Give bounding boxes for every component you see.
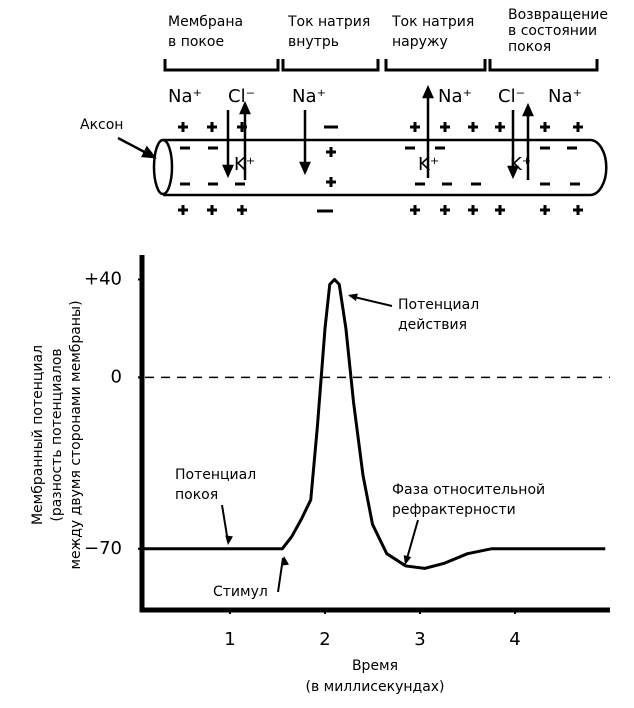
x-tick-label: 1 — [224, 629, 235, 650]
line — [139, 277, 606, 570]
axes — [139, 255, 610, 613]
brackets — [163, 59, 599, 72]
plus-sign — [495, 205, 505, 215]
plus-sign — [540, 122, 550, 132]
plus-sign — [178, 205, 188, 215]
x-axis-label: (в миллисекундах) — [305, 679, 444, 695]
arrow-head — [403, 555, 412, 565]
annotation: Потенциал — [175, 467, 256, 483]
arrow-head — [239, 100, 251, 115]
annotation: Стимул — [213, 584, 268, 600]
plus-sign — [540, 205, 550, 215]
plus-sign — [326, 147, 336, 157]
column-header: Ток натрия — [287, 14, 370, 30]
charge-signs — [178, 122, 583, 215]
axon-diagram — [117, 59, 608, 197]
annotation: Фаза относительной — [392, 482, 545, 498]
column-header: наружу — [392, 34, 448, 50]
plus-sign — [178, 122, 188, 132]
ion-label: K⁺ — [234, 154, 255, 175]
plus-sign — [468, 122, 478, 132]
plus-sign — [573, 122, 583, 132]
column-header: покоя — [508, 39, 551, 55]
plus-sign — [440, 205, 450, 215]
y-tick-label: +40 — [84, 268, 122, 289]
x-tick-label: 2 — [319, 629, 330, 650]
arrow-head — [225, 535, 233, 545]
x-axis-label: Время — [352, 658, 398, 674]
y-tick-label: 0 — [111, 366, 122, 387]
arrow-head — [141, 145, 157, 159]
annotation-pointer — [405, 519, 419, 563]
arrow-head — [422, 84, 434, 99]
x-tick-label: 4 — [509, 629, 520, 650]
annotation-pointer — [349, 295, 393, 307]
annotation: действия — [398, 317, 467, 333]
column-header: в покое — [168, 34, 224, 50]
plus-sign — [495, 122, 505, 132]
column-header: внутрь — [288, 34, 339, 50]
y-axis-label-line: (разность потенциалов — [49, 348, 65, 521]
axon-body — [163, 138, 608, 197]
ion-label: Cl⁻ — [498, 86, 525, 107]
annotation: рефрактерности — [392, 502, 516, 518]
y-tick-label: −70 — [84, 538, 122, 559]
arrow-head — [281, 556, 289, 566]
ion-label: Na⁺ — [548, 86, 582, 107]
arrow-head — [299, 161, 311, 176]
ion-arrows — [222, 84, 534, 180]
ion-label: Na⁺ — [292, 86, 326, 107]
annotation: покоя — [175, 487, 218, 503]
y-axis-label-line: между двумя сторонами мембраны) — [68, 300, 84, 569]
arrow-head — [222, 164, 234, 179]
plus-sign — [207, 122, 217, 132]
plus-sign — [573, 205, 583, 215]
column-header: Возвращение — [508, 7, 608, 23]
column-header: в состоянии — [508, 23, 597, 39]
plus-sign — [326, 177, 336, 187]
plus-sign — [207, 205, 217, 215]
axon-label: Аксон — [80, 117, 123, 133]
ion-label: K⁺ — [510, 154, 531, 175]
y-axis-label-line: Мембранный потенциал — [30, 345, 46, 525]
column-header: Мембрана — [168, 14, 243, 30]
plus-sign — [410, 205, 420, 215]
plus-sign — [237, 205, 247, 215]
x-tick-label: 3 — [414, 629, 425, 650]
arrow-head — [348, 293, 358, 302]
ion-label: Cl⁻ — [228, 86, 255, 107]
ion-label: Na⁺ — [168, 86, 202, 107]
plus-sign — [440, 122, 450, 132]
ion-label: Na⁺ — [438, 86, 472, 107]
arrow-head — [507, 165, 519, 180]
axon-end — [152, 138, 174, 196]
plus-sign — [468, 205, 478, 215]
column-header: Ток натрия — [391, 14, 474, 30]
y-axis-label: Мембранный потенциал (разность потенциало… — [30, 300, 84, 569]
annotation: Потенциал — [398, 297, 479, 313]
plus-sign — [410, 122, 420, 132]
arrow-head — [522, 102, 534, 117]
ion-label: K⁺ — [418, 154, 439, 175]
